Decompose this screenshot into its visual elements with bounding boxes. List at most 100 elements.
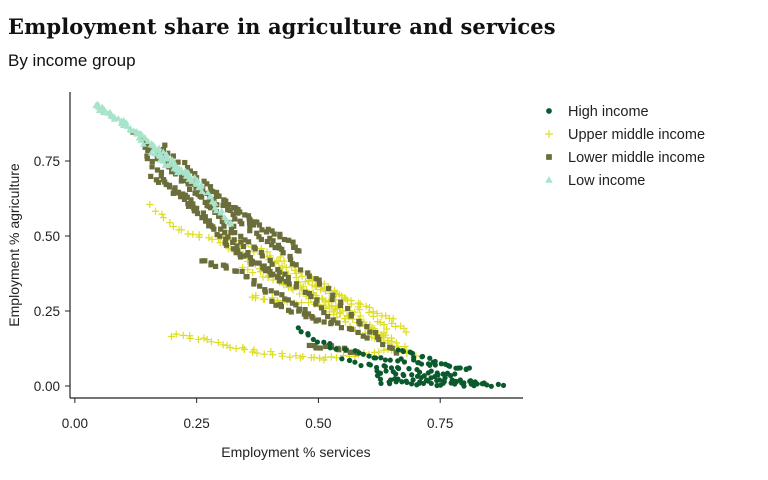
lower-middle-income-point	[145, 147, 151, 154]
upper-middle-income-point	[354, 299, 363, 307]
lower-middle-income-point	[142, 144, 148, 150]
upper-middle-income-point	[278, 352, 287, 360]
lower-middle-income-point	[290, 239, 296, 245]
high-income-point	[382, 357, 388, 363]
upper-middle-income-point	[327, 353, 336, 361]
upper-middle-income-point	[298, 272, 306, 280]
lower-middle-income-point	[324, 343, 331, 349]
lower-middle-income-point	[306, 273, 312, 279]
upper-middle-income-point	[347, 297, 355, 305]
high-income-point	[466, 365, 473, 371]
upper-middle-income-point	[342, 295, 350, 303]
upper-middle-income-point	[253, 349, 261, 357]
upper-middle-income-point	[146, 200, 154, 209]
upper-middle-income-point	[400, 324, 408, 332]
lower-middle-income-point	[214, 232, 220, 238]
lower-middle-income-point	[206, 203, 212, 209]
lower-middle-income-point	[233, 250, 239, 256]
upper-middle-income-point	[280, 257, 288, 265]
low-income-point	[119, 121, 127, 128]
high-income-point	[425, 378, 431, 384]
lower-middle-income-point	[239, 221, 245, 227]
upper-middle-income-point	[167, 332, 176, 341]
lower-middle-income-point	[268, 288, 274, 294]
upper-middle-income-point	[276, 253, 284, 261]
lower-middle-income-point	[162, 142, 168, 148]
lower-middle-income-point	[204, 181, 210, 187]
lower-middle-income-point	[306, 290, 312, 297]
high-income-point	[398, 356, 404, 362]
lower-middle-income-point	[245, 249, 251, 256]
high-income-point	[481, 380, 487, 386]
lower-middle-income-point	[187, 186, 193, 192]
lower-middle-income-point	[318, 305, 325, 311]
lower-middle-income-point	[155, 179, 162, 185]
lower-middle-income-point	[181, 196, 188, 202]
low-income-point	[136, 130, 143, 137]
lower-middle-income-point	[285, 297, 291, 303]
upper-middle-income-point	[250, 346, 258, 354]
upper-middle-income-point	[248, 293, 256, 301]
lower-middle-income-point	[240, 253, 247, 259]
lower-middle-income-point	[223, 265, 229, 271]
lower-middle-income-point	[291, 244, 297, 250]
lower-middle-income-point	[278, 303, 285, 310]
lower-middle-income-point	[225, 202, 232, 208]
lower-middle-income-point	[245, 239, 252, 245]
high-income-point	[453, 378, 459, 384]
high-income-point	[406, 366, 412, 372]
lower-middle-income-point	[338, 299, 344, 305]
high-income-point	[305, 332, 311, 338]
high-income-point	[374, 373, 381, 379]
upper-middle-income-point	[292, 273, 300, 282]
high-income-point	[352, 359, 358, 365]
lower-middle-income-point	[194, 210, 201, 217]
lower-middle-income-point	[232, 216, 238, 222]
lower-middle-income-point	[305, 311, 312, 317]
lower-middle-income-point	[245, 213, 252, 219]
lower-middle-income-point	[184, 164, 191, 171]
legend-marker-lower-middle-income	[546, 154, 552, 160]
lower-middle-income-point	[235, 210, 241, 216]
low-income-point	[154, 147, 162, 154]
low-income-point	[198, 181, 205, 188]
low-income-point	[100, 106, 108, 113]
high-income-point	[441, 379, 447, 385]
low-income-point	[147, 149, 155, 156]
lower-middle-income-point	[170, 153, 176, 159]
lower-middle-income-point	[338, 325, 345, 331]
high-income-point	[416, 369, 423, 375]
axes	[69, 92, 523, 399]
upper-middle-income-point	[286, 353, 294, 361]
upper-middle-income-point	[299, 352, 307, 361]
high-income-point	[410, 377, 416, 383]
lower-middle-income-point	[221, 223, 227, 229]
lower-middle-income-point	[190, 201, 196, 207]
lower-middle-income-point	[269, 298, 275, 304]
lower-middle-income-point	[272, 244, 278, 251]
lower-middle-income-point	[169, 169, 175, 175]
lower-middle-income-point	[308, 293, 314, 300]
lower-middle-income-point	[216, 193, 222, 199]
low-income-point	[126, 126, 134, 132]
upper-middle-income-point	[321, 287, 330, 295]
lower-middle-income-point	[158, 173, 164, 179]
lower-middle-income-point	[184, 194, 190, 200]
upper-middle-income-point	[249, 268, 257, 277]
high-income-point	[378, 380, 384, 387]
lower-middle-income-point	[258, 236, 264, 243]
high-income-point	[447, 373, 454, 379]
lower-middle-income-point	[376, 336, 382, 343]
lower-middle-income-point	[267, 235, 273, 241]
low-income-point	[181, 169, 189, 176]
high-income-point	[455, 365, 461, 371]
lower-middle-income-point	[248, 258, 254, 264]
upper-middle-income-point	[297, 299, 306, 307]
upper-middle-income-point	[319, 295, 327, 303]
lower-middle-income-point	[355, 329, 361, 336]
high-income-point	[417, 379, 423, 385]
high-income-point	[360, 351, 366, 357]
lower-middle-income-point	[262, 289, 268, 295]
lower-middle-income-point	[256, 234, 262, 240]
lower-middle-income-point	[296, 248, 302, 254]
